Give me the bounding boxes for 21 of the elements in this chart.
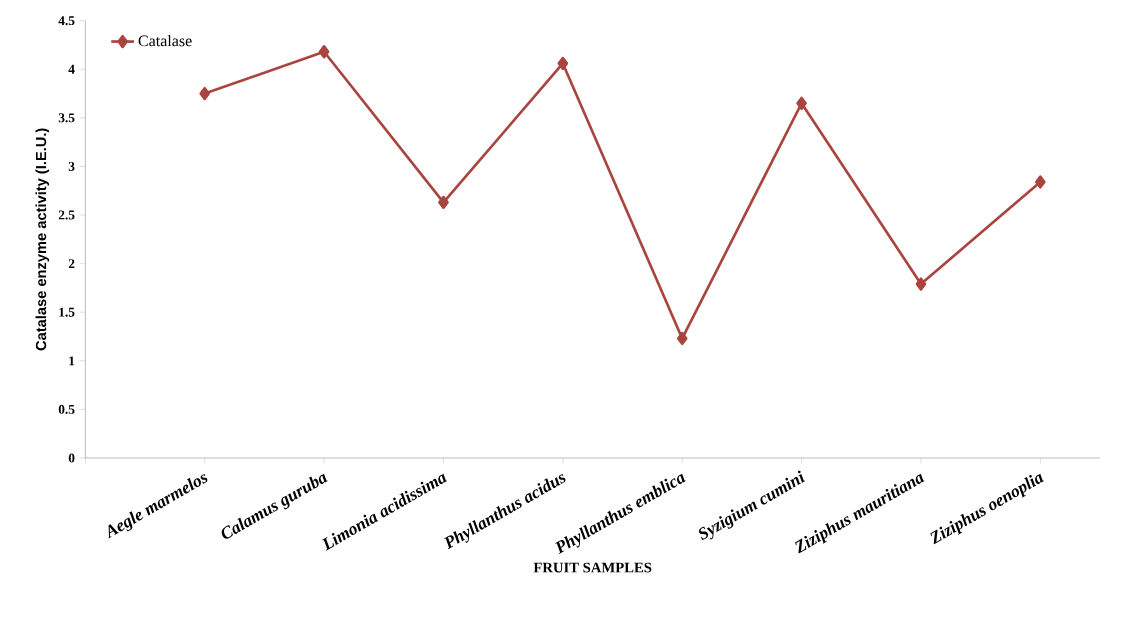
point — [199, 86, 211, 101]
y-tick-label: 1 — [69, 356, 75, 366]
y-tick-label: 3.5 — [58, 113, 75, 123]
y-tick-label: 2 — [68, 259, 75, 269]
point — [915, 277, 927, 291]
y-tick-label: 3 — [68, 161, 75, 171]
point — [796, 96, 807, 110]
point — [318, 45, 330, 59]
point — [676, 331, 688, 346]
y-tick-label: 0 — [68, 453, 75, 463]
y-tick-label: 0.5 — [58, 404, 75, 414]
point — [438, 195, 449, 210]
point — [557, 56, 569, 71]
y-tick-label: 2.5 — [58, 210, 75, 220]
point — [1034, 175, 1046, 189]
y-tick-label: 4.5 — [58, 16, 75, 26]
y-axis-title: Catalase enzyme activity (I.E.U.) — [35, 128, 50, 351]
x-axis-title: FRUIT SAMPLES — [533, 562, 652, 573]
y-tick-label: 1.5 — [59, 307, 75, 317]
legend-label: Catalase — [138, 35, 192, 47]
y-tick-label: 4 — [68, 64, 75, 74]
